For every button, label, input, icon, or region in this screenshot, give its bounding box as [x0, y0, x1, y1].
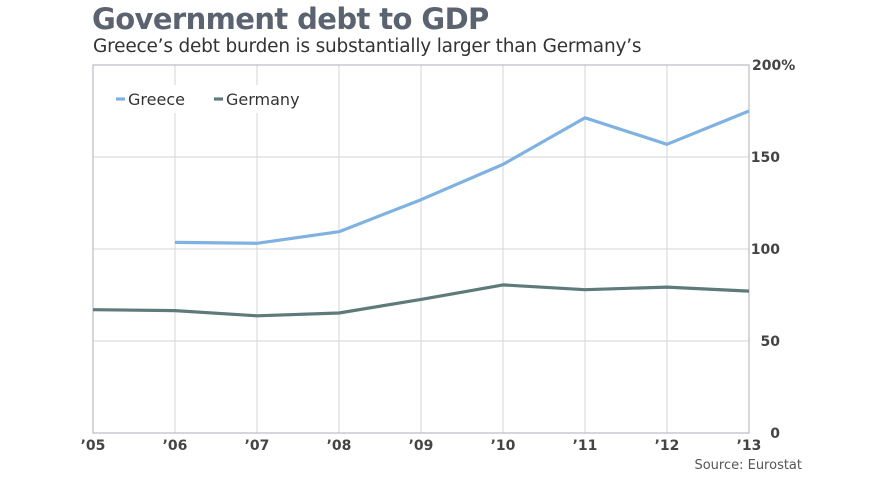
x-tick-label: ’09	[409, 438, 434, 454]
x-tick-label: ’08	[327, 438, 352, 454]
x-tick-label: ’12	[655, 438, 680, 454]
legend: Greece Germany	[110, 85, 330, 113]
chart-title: Government debt to GDP	[92, 2, 489, 36]
x-tick-label: ’10	[491, 438, 516, 454]
series-line-greece	[174, 109, 750, 245]
chart-subtitle: Greece’s debt burden is substantially la…	[93, 36, 642, 57]
legend-label-greece: Greece	[128, 90, 185, 109]
series-line-germany	[92, 283, 750, 318]
plot-border	[92, 64, 750, 434]
series-lines	[92, 109, 750, 318]
y-axis-ticks: 0 50 100 150 200%	[751, 58, 796, 442]
legend-label-germany: Germany	[226, 90, 300, 109]
x-tick-label: ’11	[573, 438, 598, 454]
y-tick-label: 200%	[752, 58, 795, 74]
y-tick-label: 150	[751, 150, 780, 166]
plot-frame	[92, 64, 750, 434]
source-note: Source: Eurostat	[694, 458, 802, 473]
gridlines	[93, 65, 749, 433]
x-tick-label: ’07	[245, 438, 270, 454]
x-tick-label: ’05	[81, 438, 106, 454]
y-tick-label: 0	[770, 426, 780, 442]
x-tick-label: ’06	[163, 438, 188, 454]
x-axis-ticks: ’05 ’06 ’07 ’08 ’09 ’10 ’11 ’12 ’13	[81, 438, 762, 454]
y-tick-label: 50	[761, 334, 781, 350]
x-tick-label: ’13	[737, 438, 762, 454]
y-tick-label: 100	[751, 242, 780, 258]
